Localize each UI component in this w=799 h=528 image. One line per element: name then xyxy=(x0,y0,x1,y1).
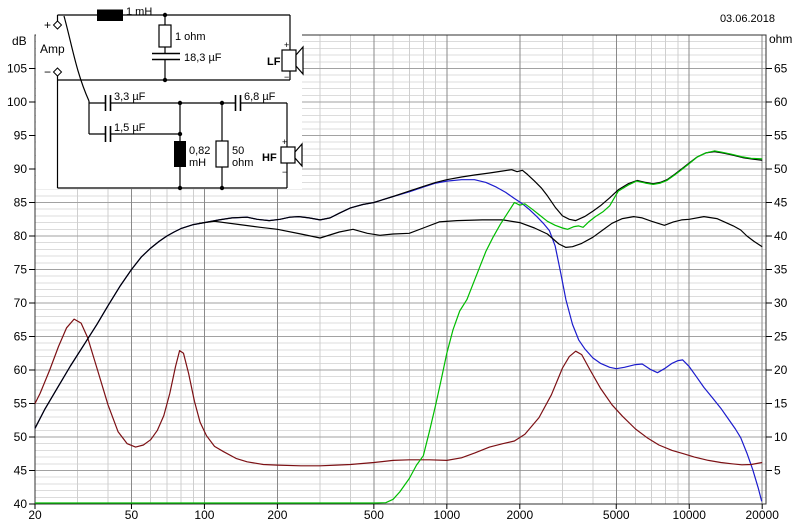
y-left-tick-label: 40 xyxy=(14,497,28,511)
y-right-tick-label: 5 xyxy=(774,464,781,478)
x-tick-label: 50 xyxy=(125,508,139,522)
y-right-tick-label: 35 xyxy=(774,263,788,277)
svg-text:1,5 µF: 1,5 µF xyxy=(114,122,146,134)
x-tick-label: 20 xyxy=(28,508,42,522)
svg-text:+: + xyxy=(284,40,289,50)
speaker-icon xyxy=(281,49,297,72)
x-tick-label: 100 xyxy=(194,508,214,522)
svg-text:Amp: Amp xyxy=(40,42,65,56)
y-right-tick-label: 25 xyxy=(774,330,788,344)
y-left-tick-label: 50 xyxy=(14,430,28,444)
curve-lf-driver-response xyxy=(34,179,763,502)
svg-text:+: + xyxy=(282,137,287,147)
axis-labels: 1051009590858075706560555045406560555045… xyxy=(7,62,788,523)
svg-text:6,8 µF: 6,8 µF xyxy=(244,91,276,103)
speaker-icon xyxy=(280,146,296,164)
left-axis-title: dB xyxy=(12,34,27,48)
y-right-tick-label: 45 xyxy=(774,196,788,210)
curves xyxy=(34,150,763,504)
y-left-tick-label: 80 xyxy=(14,229,28,243)
svg-text:3,3 µF: 3,3 µF xyxy=(114,91,146,103)
svg-text:50: 50 xyxy=(232,145,244,157)
x-tick-label: 10000 xyxy=(673,508,707,522)
x-tick-label: 2000 xyxy=(506,508,533,522)
curve-system-response-lower xyxy=(198,216,763,248)
x-tick-label: 5000 xyxy=(603,508,630,522)
y-left-tick-label: 85 xyxy=(14,196,28,210)
y-left-tick-label: 65 xyxy=(14,330,28,344)
curve-system-response-upper xyxy=(34,151,763,429)
svg-text:−: − xyxy=(44,65,51,79)
y-right-tick-label: 60 xyxy=(774,95,788,109)
x-tick-label: 20000 xyxy=(746,508,780,522)
y-right-tick-label: 40 xyxy=(774,229,788,243)
svg-text:−: − xyxy=(284,72,289,82)
y-right-tick-label: 10 xyxy=(774,430,788,444)
y-right-tick-label: 20 xyxy=(774,363,788,377)
y-left-tick-label: 70 xyxy=(14,296,28,310)
y-left-tick-label: 75 xyxy=(14,263,28,277)
y-left-tick-label: 100 xyxy=(7,95,27,109)
x-tick-label: 1000 xyxy=(433,508,460,522)
y-right-tick-label: 65 xyxy=(774,62,788,76)
svg-text:−: − xyxy=(282,167,287,177)
y-left-tick-label: 60 xyxy=(14,363,28,377)
x-tick-label: 500 xyxy=(364,508,384,522)
svg-text:1 ohm: 1 ohm xyxy=(175,31,206,43)
x-tick-label: 200 xyxy=(267,508,287,522)
date-label: 03.06.2018 xyxy=(719,13,775,25)
svg-text:18,3 µF: 18,3 µF xyxy=(184,52,222,64)
curve-hf-driver-response xyxy=(35,150,763,504)
svg-text:ohm: ohm xyxy=(232,157,253,169)
y-left-tick-label: 105 xyxy=(7,62,27,76)
y-right-tick-label: 15 xyxy=(774,397,788,411)
svg-text:+: + xyxy=(44,18,51,32)
right-axis-title: ohm xyxy=(769,32,793,46)
y-right-tick-label: 30 xyxy=(774,296,788,310)
svg-text:LF: LF xyxy=(267,56,281,68)
curve-impedance xyxy=(34,318,763,467)
y-right-tick-label: 50 xyxy=(774,162,788,176)
y-right-tick-label: 55 xyxy=(774,129,788,143)
y-left-tick-label: 95 xyxy=(14,129,28,143)
y-left-tick-label: 55 xyxy=(14,397,28,411)
svg-text:0,82: 0,82 xyxy=(189,145,210,157)
svg-text:mH: mH xyxy=(189,157,206,169)
y-left-tick-label: 90 xyxy=(14,162,28,176)
svg-text:1 mH: 1 mH xyxy=(126,6,152,18)
svg-text:HF: HF xyxy=(262,152,277,164)
y-left-tick-label: 45 xyxy=(14,464,28,478)
